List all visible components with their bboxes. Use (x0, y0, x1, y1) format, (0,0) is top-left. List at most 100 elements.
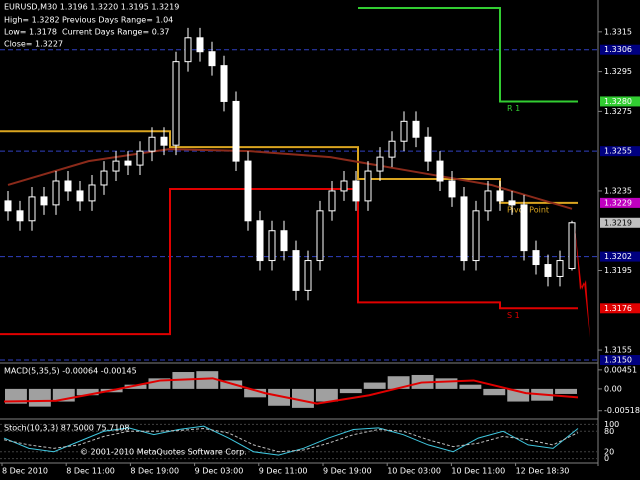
candle-body (328, 190, 336, 212)
candle-body (532, 250, 540, 266)
price-label: 1.3219 (604, 218, 632, 227)
candle-body (304, 260, 312, 291)
macd-bar (220, 380, 243, 389)
price-label-bg (600, 217, 640, 228)
macd-bar (28, 388, 51, 407)
candle-body (28, 196, 36, 222)
pivot-label: Pivot Point (507, 205, 549, 214)
candle-body (376, 156, 384, 172)
candle-body (436, 160, 444, 182)
stoch-title: Stoch(10,3,3) 87.5000 75.7108 (4, 424, 130, 433)
symbol-header: EURUSD,M30 1.3196 1.3220 1.3195 1.3219 (4, 3, 179, 12)
pivot-line (358, 6, 578, 103)
candle-body (244, 160, 252, 222)
candle-body (208, 51, 216, 67)
candle-body (316, 210, 324, 262)
macd-bar (387, 376, 410, 389)
candle-body (232, 100, 240, 162)
candle-body (256, 220, 264, 262)
candle-body (40, 196, 48, 206)
price-label: 1.3280 (604, 97, 632, 106)
y-tick-label: 1.3275 (604, 107, 632, 116)
candle-body (556, 260, 564, 277)
macd-bar (244, 388, 267, 398)
macd-bar (363, 382, 386, 389)
candle-body (64, 180, 72, 192)
candle-body (352, 180, 360, 202)
macd-signal (3, 377, 579, 405)
price-label: 1.3229 (604, 198, 632, 207)
macd-tick-label: 0.00 (604, 384, 622, 393)
macd-bar (268, 388, 290, 406)
candle-body (124, 160, 132, 166)
candle-body (220, 65, 228, 102)
stoch-signal (3, 428, 579, 453)
info-text: Current Days Range= 0.37 (62, 28, 170, 37)
y-tick-label: 1.3315 (604, 27, 632, 36)
candle-body (268, 230, 276, 262)
candle-body (496, 190, 504, 202)
macd-bar (339, 388, 362, 394)
pivot-line (0, 187, 578, 336)
x-tick-label: 10 Dec 03:00 (387, 467, 441, 476)
candle-body (4, 200, 12, 212)
stoch-tick-label: 0 (604, 454, 609, 463)
macd-bar (483, 388, 506, 396)
candle-body (388, 140, 396, 158)
stoch-tick-label: 20 (604, 447, 614, 456)
macd-tick-label: 0.00451 (604, 365, 637, 374)
price-label-bg (600, 146, 640, 157)
candle-body (100, 170, 108, 186)
candle-body (76, 190, 84, 202)
macd-title: MACD(5,35,5) -0.00064 -0.00145 (4, 367, 137, 376)
macd-bar (555, 388, 577, 394)
candle-body (160, 136, 168, 146)
x-tick-label: 9 Dec 11:00 (259, 467, 308, 476)
y-tick-label: 1.3195 (604, 266, 632, 275)
candle-body (364, 170, 372, 202)
price-label: 1.3255 (604, 147, 632, 156)
macd-bar (196, 371, 219, 389)
candle-body (448, 180, 456, 198)
macd-bar (124, 384, 147, 389)
y-tick-label: 1.3155 (604, 346, 632, 355)
candle-body (280, 230, 288, 252)
candle-body (112, 160, 120, 172)
candle-body (424, 136, 432, 162)
x-tick-label: 9 Dec 19:00 (323, 467, 372, 476)
info-text: Low= 1.3178 (4, 28, 57, 37)
info-text: Close= 1.3227 (4, 40, 63, 49)
price-label-bg (600, 303, 640, 314)
x-tick-label: 8 Dec 19:00 (130, 467, 179, 476)
candle-body (196, 37, 204, 53)
candle-body (136, 150, 144, 166)
macd-bar (76, 388, 99, 396)
macd-bar (315, 388, 338, 402)
price-label: 1.3176 (604, 304, 632, 313)
macd-bar (292, 388, 314, 408)
candle-body (52, 180, 60, 206)
candle-body (472, 210, 480, 262)
stoch-tick-label: 100 (604, 420, 619, 429)
macd-bar (459, 384, 482, 389)
x-tick-label: 9 Dec 03:00 (195, 467, 244, 476)
price-label-bg (600, 96, 640, 107)
candle-body (460, 196, 468, 262)
price-label-bg (600, 355, 640, 366)
macd-bar (5, 388, 27, 404)
x-tick-label: 8 Dec 11:00 (66, 467, 115, 476)
candle-body (568, 222, 576, 270)
candle-body (148, 136, 156, 152)
copyright: © 2001-2010 MetaQuotes Software Corp. (80, 448, 247, 457)
moving-average (7, 148, 573, 210)
y-tick-label: 1.3235 (604, 186, 632, 195)
candle-body (544, 264, 552, 277)
macd-bar (148, 378, 171, 389)
candle-body (520, 204, 528, 252)
candle-body (340, 180, 348, 192)
y-tick-label: 1.3295 (604, 67, 632, 76)
x-tick-label: 8 Dec 2010 (2, 467, 48, 476)
pivot-label: R 1 (507, 104, 520, 113)
candle-body (16, 210, 24, 222)
